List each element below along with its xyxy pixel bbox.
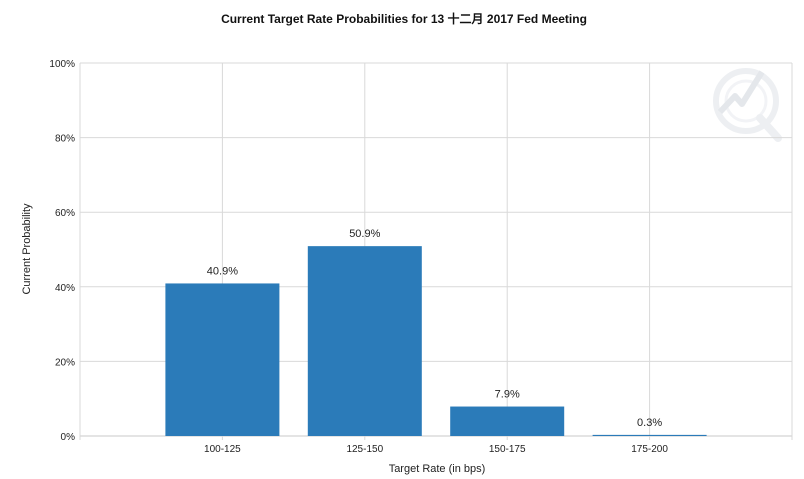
data-label: 50.9%	[349, 228, 380, 240]
data-label: 7.9%	[495, 389, 520, 401]
y-tick-label: 0%	[61, 432, 76, 443]
data-labels: 40.9% 50.9% 7.9% 0.3%	[207, 228, 663, 429]
y-tick-label: 80%	[55, 134, 75, 145]
bar-175-200	[592, 434, 707, 436]
bars	[165, 246, 707, 436]
bar-125-150	[307, 246, 422, 436]
data-label: 0.3%	[637, 417, 662, 429]
x-tick-label: 150-175	[489, 444, 526, 455]
chart-title: Current Target Rate Probabilities for 13…	[221, 11, 587, 26]
x-tick-label: 100-125	[204, 444, 241, 455]
watermark-logo-icon	[713, 68, 782, 142]
y-axis-label: Current Probability	[21, 203, 33, 295]
x-axis-label: Target Rate (in bps)	[389, 463, 486, 475]
x-tick-label: 125-150	[346, 444, 383, 455]
x-tick-label: 175-200	[631, 444, 668, 455]
y-tick-label: 100%	[49, 59, 75, 70]
bar-150-175	[450, 406, 565, 436]
y-tick-label: 20%	[55, 357, 75, 368]
y-tick-label: 40%	[55, 283, 75, 294]
y-tick-label: 60%	[55, 208, 75, 219]
bar-100-125	[165, 283, 280, 436]
x-tick-labels: 100-125 125-150 150-175 175-200	[204, 444, 668, 455]
y-tick-labels: 0% 20% 40% 60% 80% 100%	[49, 59, 75, 443]
data-label: 40.9%	[207, 265, 238, 277]
